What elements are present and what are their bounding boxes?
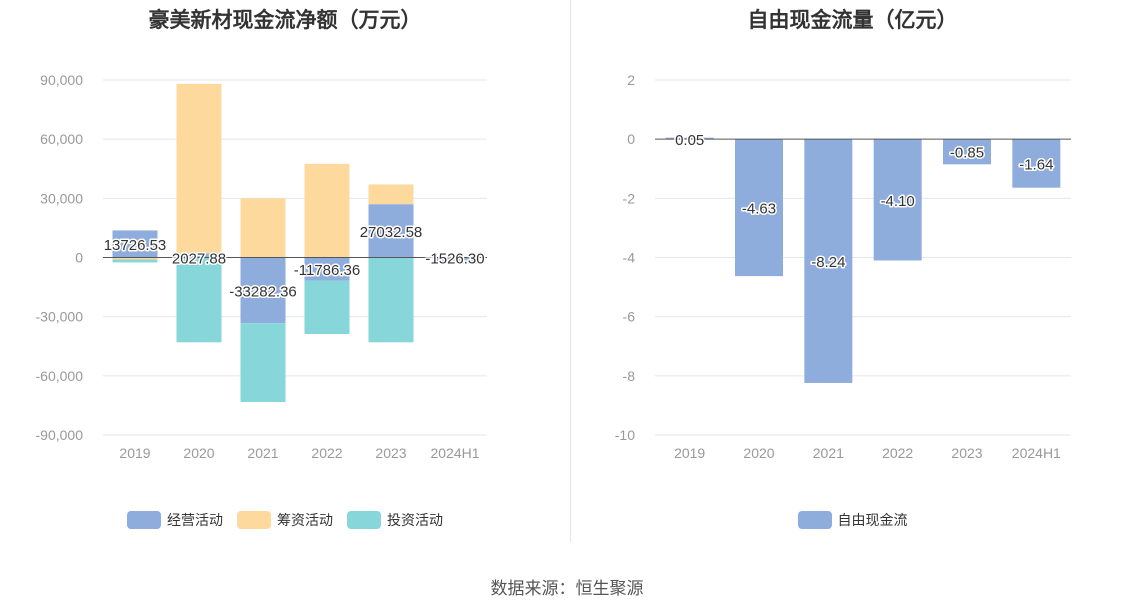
panel-divider: [570, 0, 571, 542]
x-tick-label: 2020: [743, 445, 774, 461]
y-tick-label: -90,000: [36, 427, 84, 443]
x-tick-label: 2023: [375, 445, 406, 461]
x-tick-label: 2023: [951, 445, 982, 461]
y-tick-label: 0: [75, 250, 83, 266]
x-tick-label: 2019: [119, 445, 150, 461]
bar-自由现金流: [665, 137, 714, 140]
y-tick-label: -6: [623, 309, 636, 325]
bar-经营活动: [368, 204, 414, 258]
y-tick-label: -2: [623, 190, 636, 206]
data-label: 2027.88: [172, 251, 226, 268]
chart-legend: 自由现金流: [571, 510, 1134, 530]
legend-label: 自由现金流: [837, 512, 908, 528]
x-tick-label: 2024H1: [430, 445, 479, 461]
cash-flow-chart-panel: 豪美新材现金流净额（万元） 90,000 60,000 30,000 0 -30,000…: [0, 0, 570, 545]
y-tick-label: -60,000: [36, 368, 84, 384]
bar-自由现金流: [873, 139, 922, 261]
y-tick-label: 0: [627, 131, 635, 147]
bar-经营活动: [176, 253, 222, 258]
y-tick-label: 60,000: [40, 131, 83, 147]
bar-投资活动: [368, 257, 414, 343]
data-label: 13726.53: [104, 237, 167, 254]
bar-筹资活动: [240, 198, 286, 258]
y-tick-label: -4: [623, 250, 636, 266]
x-tick-label: 2020: [183, 445, 214, 461]
bar-投资活动: [112, 259, 158, 263]
x-tick-label: 2024H1: [1012, 445, 1061, 461]
legend-item[interactable]: 筹资活动: [237, 510, 333, 530]
data-label: -4.10: [881, 193, 915, 210]
data-label: -0.85: [950, 145, 984, 162]
bar-自由现金流: [804, 139, 853, 383]
y-tick-label: 30,000: [40, 190, 83, 206]
legend-item[interactable]: 自由现金流: [797, 510, 908, 530]
legend-swatch: [797, 511, 832, 529]
cash-flow-chart: 90,000 60,000 30,000 0 -30,000 -60,000 -90,000…: [36, 72, 487, 461]
bar-自由现金流: [943, 139, 991, 165]
x-tick-label: 2019: [674, 445, 705, 461]
data-label: -1.64: [1019, 156, 1053, 173]
x-tick-label: 2021: [813, 445, 844, 461]
x-tick-label: 2022: [311, 445, 342, 461]
data-label: 27032.58: [360, 224, 423, 241]
y-tick-label: 90,000: [40, 72, 83, 88]
legend-item[interactable]: 投资活动: [347, 510, 443, 530]
legend-item[interactable]: 经营活动: [127, 510, 223, 530]
data-label: -33282.36: [229, 283, 297, 300]
y-tick-label: -8: [623, 368, 636, 384]
y-tick-label: -10: [615, 427, 635, 443]
bar-经营活动: [304, 257, 350, 281]
legend-label: 经营活动: [167, 512, 223, 528]
legend-label: 筹资活动: [277, 512, 333, 528]
data-source-note: 数据来源：恒生聚源: [490, 579, 644, 598]
bar-投资活动: [176, 257, 222, 343]
y-tick-label: -30,000: [36, 309, 84, 325]
chart-title: 自由现金流量（亿元）: [747, 9, 958, 32]
bar-经营活动: [240, 257, 286, 324]
data-label: -8.24: [811, 254, 845, 271]
legend-label: 投资活动: [387, 512, 443, 528]
bar-自由现金流: [1012, 139, 1061, 188]
data-label: 0.05: [675, 132, 704, 149]
chart-title: 豪美新材现金流净额（万元）: [148, 9, 422, 32]
bar-经营活动: [432, 257, 478, 261]
bar-筹资活动: [176, 83, 222, 254]
x-tick-label: 2021: [247, 445, 278, 461]
bar-筹资活动: [368, 184, 414, 205]
bar-经营活动: [112, 230, 158, 258]
data-label: -1526.30: [425, 251, 484, 268]
free-cash-flow-chart: 2 0 -2 -4 -6 -8 -10 2019 2020 2021 2022 2023 2024H1 0…: [615, 72, 1071, 461]
legend-swatch: [237, 511, 271, 529]
legend-swatch: [347, 511, 381, 529]
bar-投资活动: [240, 323, 286, 403]
bar-自由现金流: [735, 139, 783, 277]
y-tick-label: 2: [627, 72, 635, 88]
free-cash-flow-chart-panel: 自由现金流量（亿元） 2 0 -2 -4 -6 -8 -10 2019 2020 2021 2022…: [571, 0, 1134, 545]
bar-筹资活动: [112, 257, 158, 260]
bar-投资活动: [304, 280, 350, 334]
x-tick-label: 2022: [882, 445, 913, 461]
bar-筹资活动: [304, 163, 350, 258]
data-label: -11786.36: [294, 262, 360, 279]
bar-投资活动: [432, 260, 478, 264]
data-label: -4.63: [742, 201, 776, 218]
chart-legend: 经营活动 筹资活动 投资活动: [0, 510, 570, 530]
legend-swatch: [127, 511, 161, 529]
